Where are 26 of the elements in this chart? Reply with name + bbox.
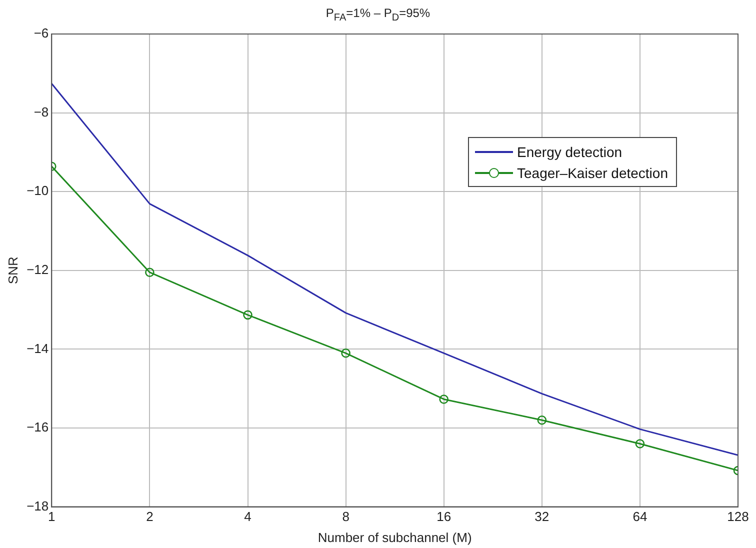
- legend-label: Teager–Kaiser detection: [517, 164, 668, 180]
- x-tick-label: 32: [534, 509, 550, 524]
- x-tick-label: 16: [436, 509, 452, 524]
- y-tick-label: −18: [26, 498, 49, 514]
- point: [439, 394, 448, 404]
- y-tick-label: −6: [34, 26, 49, 41]
- point: [341, 348, 350, 358]
- point: [145, 268, 154, 278]
- y-axis-title: SNR: [5, 256, 20, 284]
- x-tick-label: 2: [146, 509, 154, 524]
- y-tick-label: −8: [34, 104, 49, 120]
- x-tick-label: 8: [342, 509, 350, 524]
- y-tick-label: −16: [26, 420, 49, 435]
- x-tick-label: 4: [244, 509, 252, 524]
- point: [635, 439, 645, 448]
- chart-title: P$_{FA}$=1% – P$_{D}$=95%: [324, 6, 432, 24]
- x-tick-label: 64: [632, 509, 648, 524]
- x-tick-label: 128: [727, 509, 749, 524]
- x-axis-title: Number of subchannel (M): [318, 530, 472, 545]
- legend-label: Energy detection: [517, 144, 622, 160]
- point: [243, 310, 252, 320]
- point: [537, 415, 547, 425]
- y-tick-label: −14: [26, 340, 49, 356]
- y-tick-label: −12: [26, 262, 49, 277]
- x-tick-label: 1: [48, 509, 56, 524]
- y-tick-label: −10: [26, 183, 49, 198]
